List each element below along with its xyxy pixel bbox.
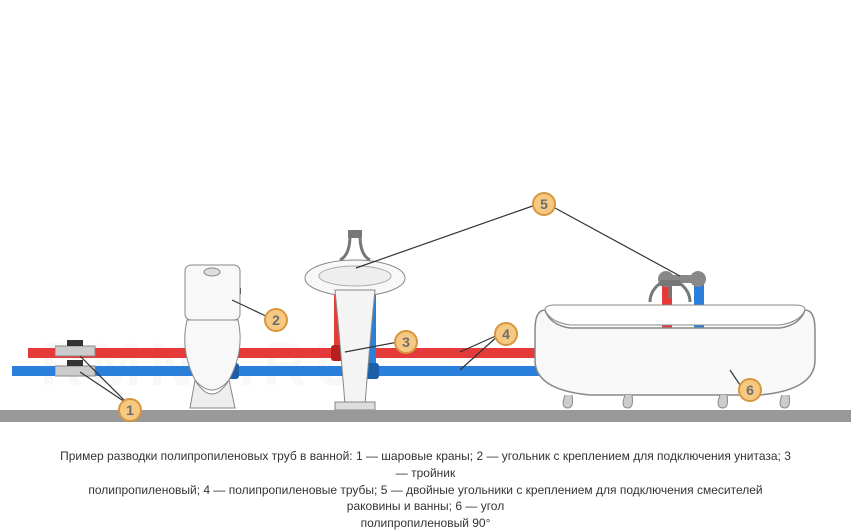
marker-3: 3 [394,330,418,354]
caption-line-2: полипропиленовый; 4 — полипропиленовые т… [60,482,791,516]
leader-lines [0,0,851,440]
caption-line-1: Пример разводки полипропиленовых труб в … [60,448,791,482]
caption-text: Пример разводки полипропиленовых труб в … [0,448,851,532]
caption-line-3: полипропиленовый 90° [60,515,791,532]
marker-4: 4 [494,322,518,346]
marker-6: 6 [738,378,762,402]
marker-1: 1 [118,398,142,422]
diagram-canvas: RMNT.RU [0,0,851,440]
marker-5: 5 [532,192,556,216]
marker-2: 2 [264,308,288,332]
